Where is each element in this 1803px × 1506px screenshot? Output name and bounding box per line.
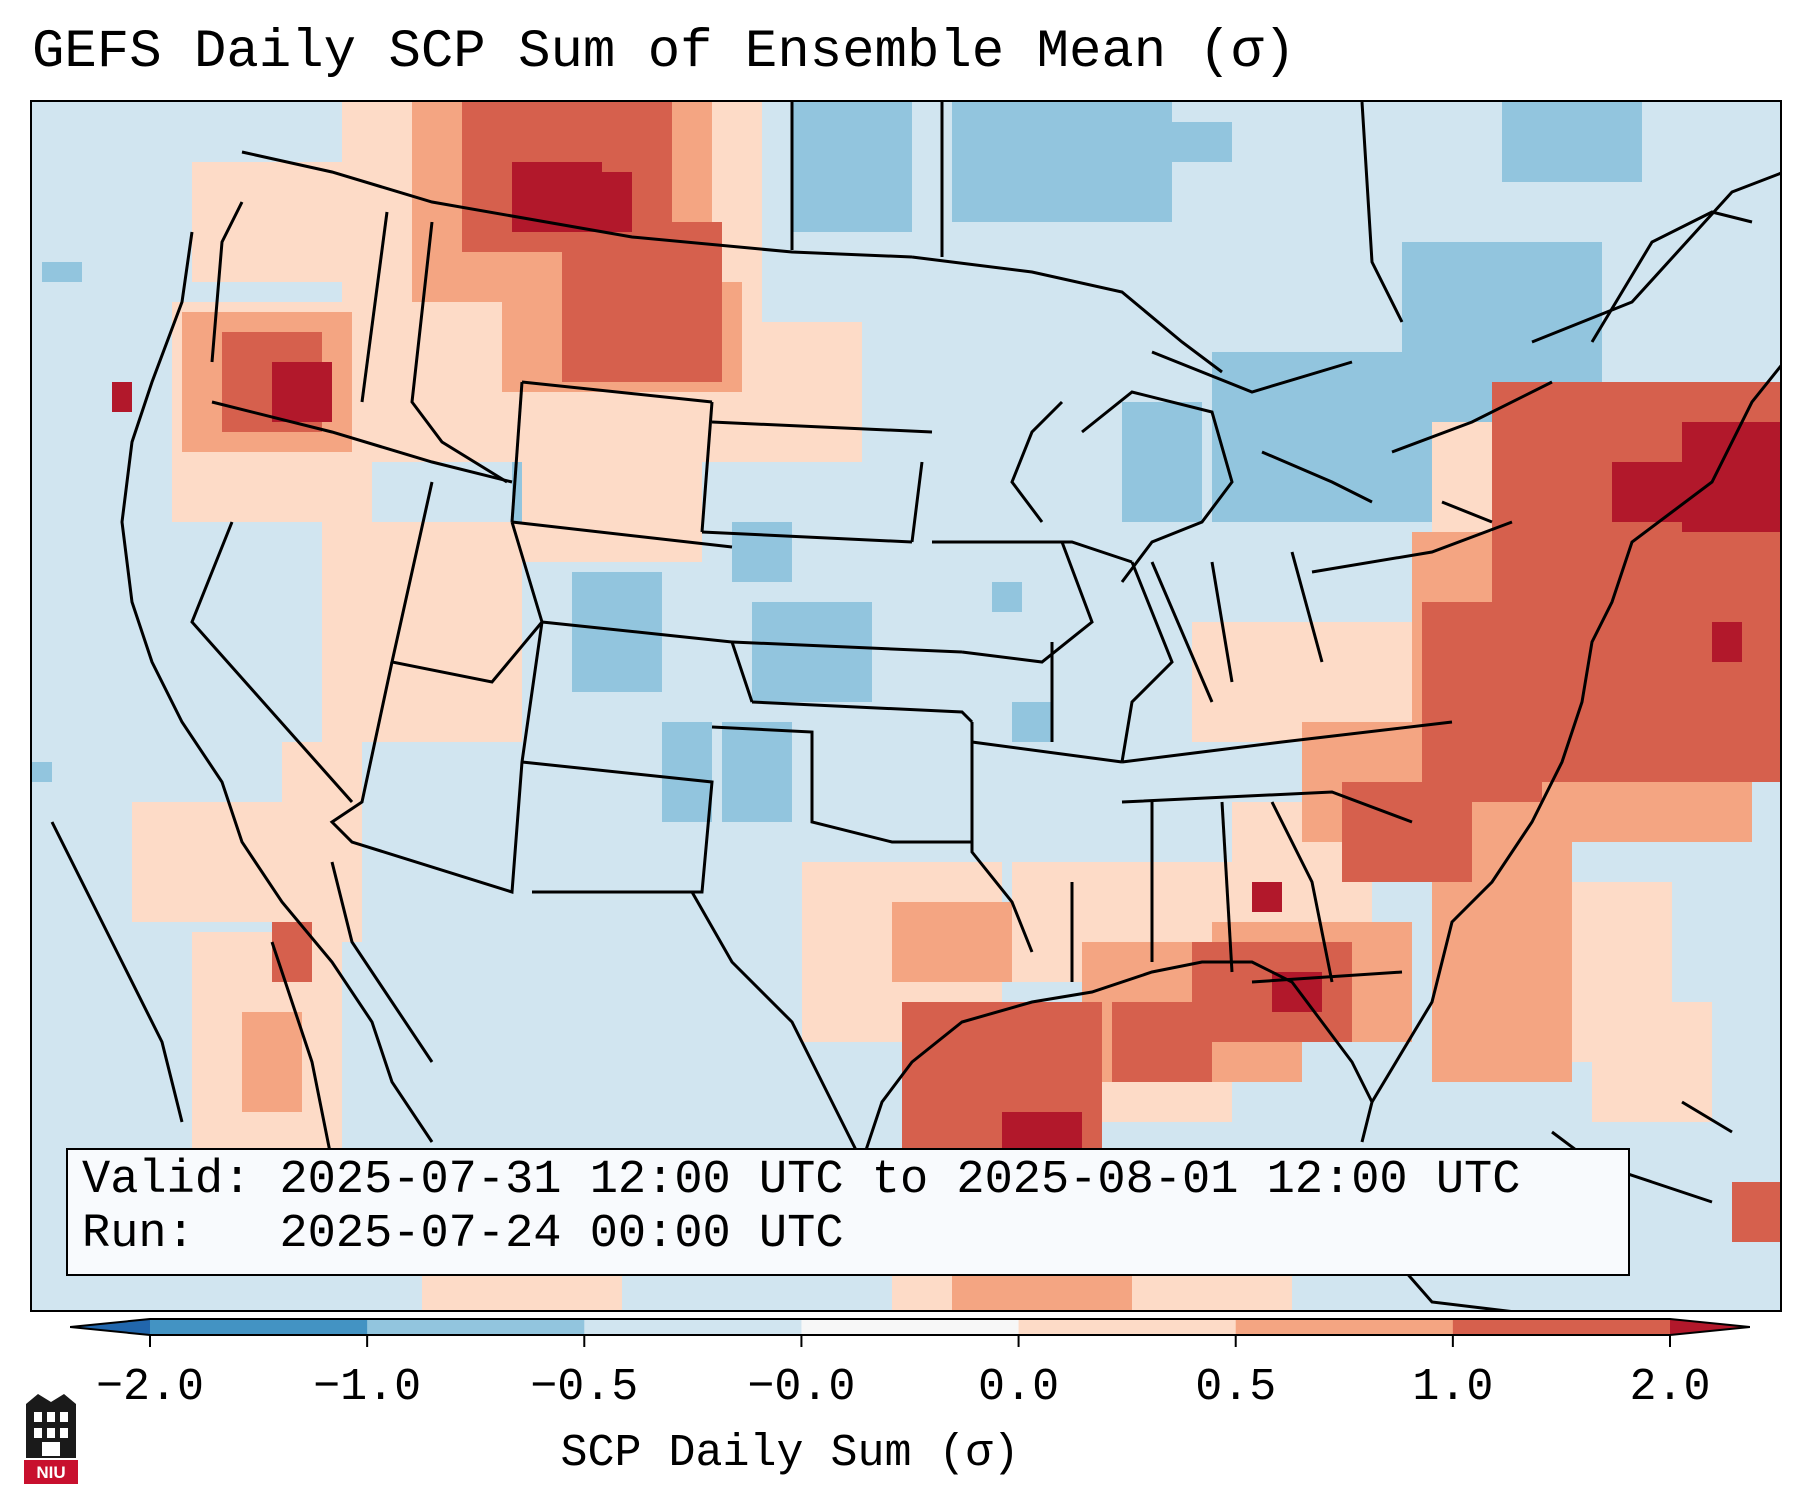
colorbar-tick-label: −1.0 — [313, 1362, 422, 1413]
colorbar-segment — [367, 1319, 585, 1335]
colorbar-tick-label: −2.0 — [95, 1362, 205, 1413]
colorbar-tick-label: 0.0 — [978, 1362, 1060, 1413]
colorbar-extension-high — [1670, 1319, 1750, 1335]
coastline — [120, 210, 1780, 1310]
colorbar — [70, 1318, 1750, 1347]
colorbar-tick-label: 2.0 — [1629, 1362, 1711, 1413]
anomaly-field-very-strong-positive — [112, 162, 1780, 1152]
page-title: GEFS Daily SCP Sum of Ensemble Mean (σ) — [32, 22, 1296, 83]
valid-value: 2025-07-31 12:00 UTC to 2025-08-01 12:00… — [279, 1154, 1521, 1207]
colorbar-tick-label: −0.5 — [530, 1362, 639, 1413]
run-label: Run: — [82, 1208, 195, 1261]
niu-logo: NIU — [24, 1394, 78, 1484]
anomaly-field-strong-positive — [222, 102, 1780, 1242]
colorbar-tick-label: 1.0 — [1412, 1362, 1494, 1413]
map-canvas[interactable] — [32, 102, 1782, 1312]
colorbar-segment — [801, 1319, 1020, 1335]
colorbar-extension-low — [70, 1319, 150, 1335]
colorbar-tick-label: −0.0 — [747, 1362, 856, 1413]
info-box: Valid: 2025-07-31 12:00 UTC to 2025-08-0… — [66, 1148, 1630, 1276]
boundary-lines — [50, 102, 1780, 1123]
colorbar-segment — [150, 1319, 368, 1335]
colorbar-segment — [1018, 1319, 1237, 1335]
map-panel[interactable] — [30, 100, 1782, 1312]
colorbar-tick-label: 0.5 — [1195, 1362, 1277, 1413]
valid-label: Valid: — [82, 1154, 252, 1207]
logo-text: NIU — [36, 1463, 65, 1482]
colorbar-segment — [1235, 1319, 1454, 1335]
colorbar-label: SCP Daily Sum (σ) — [560, 1428, 1020, 1479]
colorbar-segment — [584, 1319, 802, 1335]
run-value: 2025-07-24 00:00 UTC — [279, 1208, 844, 1261]
colorbar-segment — [1452, 1319, 1671, 1335]
